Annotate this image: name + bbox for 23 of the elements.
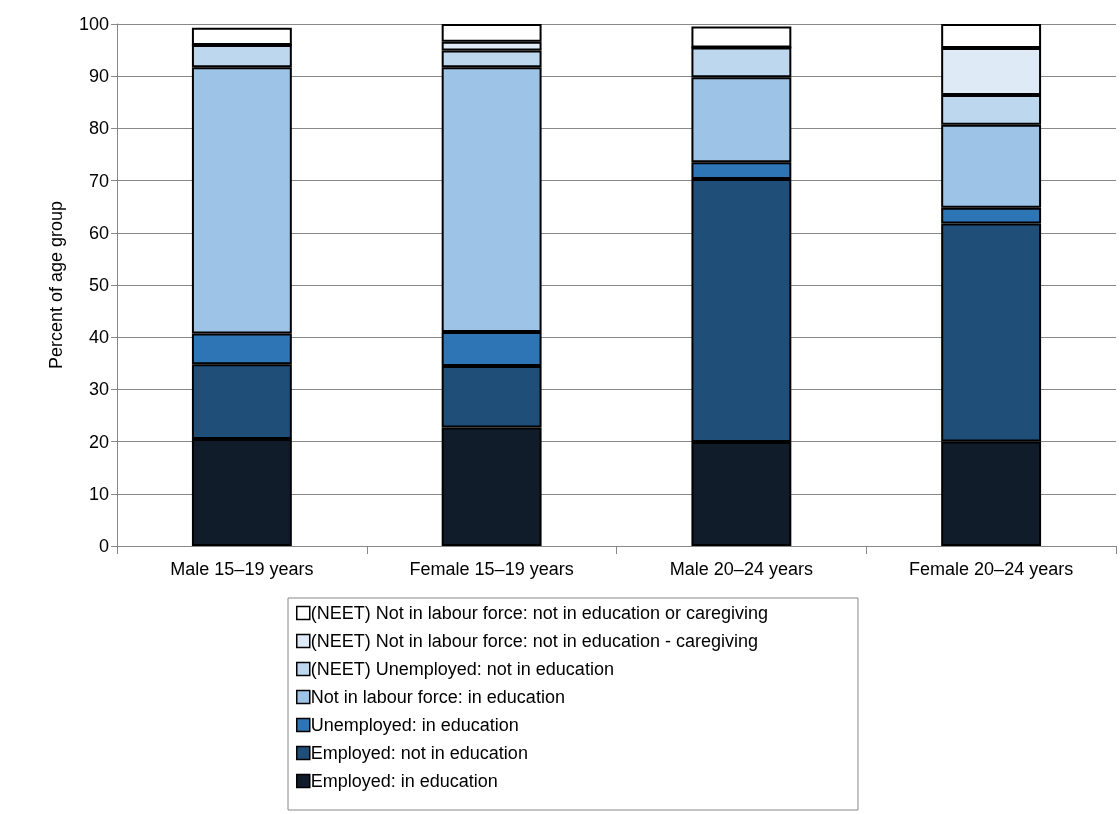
y-tick-label: 100	[78, 14, 109, 34]
legend-label: (NEET) Not in labour force: not in education or caregiving	[310, 603, 768, 623]
legend-label: (NEET) Unemployed: not in education	[310, 659, 614, 679]
y-tick-label: 40	[88, 327, 109, 348]
legend-label: (NEET) Not in labour force: not in education - caregiving	[310, 631, 758, 651]
legend-label: Not in labour force: in education	[310, 687, 565, 707]
legend-label: Employed: in education	[310, 771, 498, 791]
y-tick-label: 10	[88, 483, 109, 504]
y-tick-label: 70	[88, 170, 109, 191]
y-axis-title: Percent of age group	[46, 200, 66, 370]
legend-label: Employed: not in education	[310, 743, 528, 763]
y-tick-label: 30	[88, 379, 109, 400]
legend-label: Unemployed: in education	[310, 715, 519, 735]
y-tick-label: 60	[88, 222, 109, 243]
x-tick-label: Female 15–19 years	[409, 559, 574, 579]
y-tick-label: 20	[88, 431, 109, 452]
x-tick-label: Male 15–19 years	[170, 559, 314, 579]
x-tick-label: Male 20–24 years	[669, 559, 813, 579]
y-tick-label: 90	[88, 66, 109, 87]
x-tick-label: Female 20–24 years	[909, 559, 1074, 579]
y-tick-label: 50	[88, 275, 109, 295]
y-tick-label: 80	[88, 118, 109, 139]
y-tick-label: 0	[98, 536, 109, 556]
